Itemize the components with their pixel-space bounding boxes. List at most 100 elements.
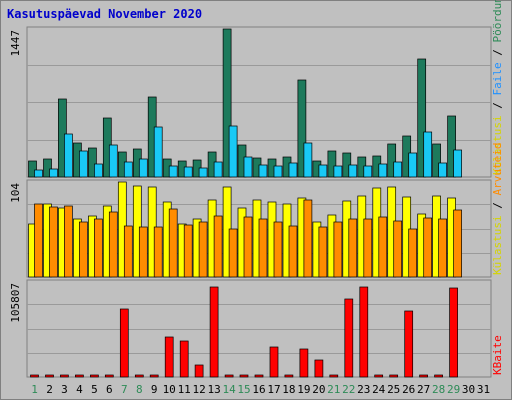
bar-Faile-17 [273,165,283,178]
bar-Faile-2 [49,168,58,178]
bar-KBaite-13 [209,286,219,378]
bar-KBaite-24 [374,374,384,378]
x-tick-label: 27 [417,383,430,396]
bar-Arvuteid-15 [243,216,253,278]
bar-Faile-18 [288,162,298,178]
bar-Arvuteid-17 [273,221,283,278]
legend-separator: / [491,196,504,216]
bar-Arvuteid-19 [303,199,313,278]
bar-Faile-14 [228,125,238,178]
panel-bottom-plot [26,279,492,378]
x-tick-label: 6 [106,383,113,396]
x-tick-label: 16 [252,383,265,396]
bar-Arvuteid-20 [318,226,328,278]
panel-middle: 104 Külastusi / Arvuteid [9,143,504,278]
bar-Arvuteid-3 [64,205,73,278]
bar-KBaite-15 [239,374,249,378]
bar-Pöördumisi-14 [222,28,232,178]
x-tick-label: 28 [432,383,445,396]
bar-Faile-28 [438,162,447,178]
panel-top-ymax-label: 1447 [9,30,22,57]
bar-KBaite-26 [404,310,414,378]
x-tick-label: 9 [151,383,158,396]
series-Pöördumisi [28,28,456,178]
legend-separator: / [491,96,504,116]
panel-top: 1447 Külastusi / Faile / Pöördumisi [9,0,504,178]
series-KBaite [30,286,458,378]
bar-Pöördumisi-28 [432,143,441,178]
bar-Arvuteid-6 [108,211,118,278]
bar-Faile-16 [258,164,268,178]
panel-middle-legend: Külastusi / Arvuteid [491,143,504,275]
bar-Faile-11 [183,166,193,178]
bar-KBaite-10 [164,336,174,378]
bar-Arvuteid-8 [138,226,148,278]
series-Faile [34,125,462,178]
legend-entry: KBaite [491,335,504,375]
bar-Faile-5 [94,163,103,178]
bar-Arvuteid-1 [34,203,43,278]
bar-KBaite-21 [329,374,339,378]
bar-Faile-6 [108,144,118,178]
bar-KBaite-29 [449,287,458,378]
bar-KBaite-25 [389,374,399,378]
bar-Arvuteid-4 [79,221,88,278]
bar-Arvuteid-16 [258,218,268,278]
legend-entry: Pöördumisi [491,0,504,43]
bar-Pöördumisi-27 [417,58,427,178]
bar-Faile-9 [153,126,163,178]
panel-bottom-legend: KBaite [491,335,504,375]
bar-Pöördumisi-29 [447,115,456,178]
bar-KBaite-8 [134,374,144,378]
x-tick-label: 10 [163,383,176,396]
x-tick-label: 23 [357,383,370,396]
bar-KBaite-20 [314,359,324,378]
x-tick-label: 25 [387,383,400,396]
x-tick-label: 3 [61,383,68,396]
bar-Arvuteid-26 [408,228,418,278]
bar-Arvuteid-11 [183,224,193,278]
x-tick-label: 31 [477,383,490,396]
bar-KBaite-3 [60,374,69,378]
bar-KBaite-7 [119,308,129,378]
bar-Faile-3 [64,133,73,178]
legend-entry: Faile [491,62,504,95]
x-tick-label: 21 [327,383,340,396]
bar-Pöördumisi-5 [88,147,97,178]
bar-Faile-25 [393,161,403,178]
x-tick-label: 15 [237,383,250,396]
bar-Arvuteid-18 [288,225,298,278]
bar-KBaite-4 [75,374,84,378]
panel-bottom-ymax-label: 105807 [9,283,22,323]
x-tick-label: 1 [31,383,38,396]
legend-entry: Külastusi [491,115,504,175]
bar-Faile-21 [333,165,343,178]
bar-Faile-7 [123,161,133,178]
bar-Faile-19 [303,142,313,178]
x-tick-label: 29 [447,383,460,396]
bar-Faile-4 [79,150,88,178]
bar-KBaite-22 [344,298,354,378]
bar-Arvuteid-21 [333,221,343,278]
bar-Faile-8 [138,158,148,178]
bar-Arvuteid-25 [393,220,403,278]
bar-Faile-12 [198,167,208,178]
bar-Faile-24 [378,163,388,178]
panel-bottom: 105807 KBaite [9,279,504,378]
chart-title: Kasutuspäevad November 2020 [7,7,202,21]
bar-Arvuteid-5 [94,218,103,278]
bar-KBaite-27 [419,374,428,378]
x-tick-label: 13 [207,383,220,396]
bar-Faile-15 [243,156,253,178]
bar-KBaite-16 [254,374,264,378]
bar-Arvuteid-29 [453,209,462,278]
x-tick-label: 26 [402,383,415,396]
bar-Faile-23 [363,165,373,178]
bar-Faile-26 [408,152,418,178]
bar-Arvuteid-14 [228,228,238,278]
bar-KBaite-6 [104,374,114,378]
panel-top-legend: Külastusi / Faile / Pöördumisi [491,0,504,175]
legend-entry: Arvuteid [491,143,504,196]
x-tick-label: 14 [222,383,236,396]
